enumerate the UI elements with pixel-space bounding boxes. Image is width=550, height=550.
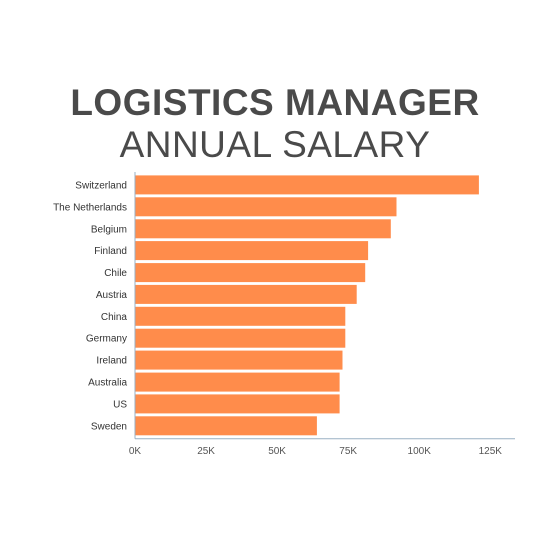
category-label: Germany	[86, 334, 127, 345]
category-label: Finland	[94, 246, 127, 257]
chart-title-block: LOGISTICS MANAGER ANNUAL SALARY	[0, 82, 550, 166]
category-label: Switzerland	[75, 180, 127, 191]
bar	[135, 197, 397, 217]
bar	[135, 328, 346, 348]
bar	[135, 416, 317, 436]
bar	[135, 306, 346, 326]
bar	[135, 350, 343, 370]
bar	[135, 372, 340, 392]
chart-subtitle: ANNUAL SALARY	[119, 124, 431, 165]
x-tick-label: 75K	[339, 446, 357, 457]
category-label: China	[101, 312, 128, 323]
x-tick-label: 0K	[129, 446, 142, 457]
x-tick-label: 25K	[197, 446, 215, 457]
category-label: Ireland	[96, 356, 127, 367]
x-tick-label: 100K	[408, 446, 432, 457]
category-label: US	[113, 399, 127, 410]
bar	[135, 175, 479, 195]
bar	[135, 219, 391, 239]
category-label: Chile	[104, 268, 127, 279]
bar	[135, 263, 366, 283]
category-label: Belgium	[91, 224, 127, 235]
category-label: The Netherlands	[53, 202, 127, 213]
category-label: Australia	[88, 378, 127, 389]
category-label: Austria	[96, 290, 128, 301]
bar	[135, 394, 340, 414]
x-tick-label: 50K	[268, 446, 286, 457]
category-label: Sweden	[91, 421, 127, 432]
bar	[135, 284, 357, 304]
bar	[135, 241, 369, 261]
x-tick-label: 125K	[479, 446, 503, 457]
chart-title: LOGISTICS MANAGER	[70, 82, 480, 123]
